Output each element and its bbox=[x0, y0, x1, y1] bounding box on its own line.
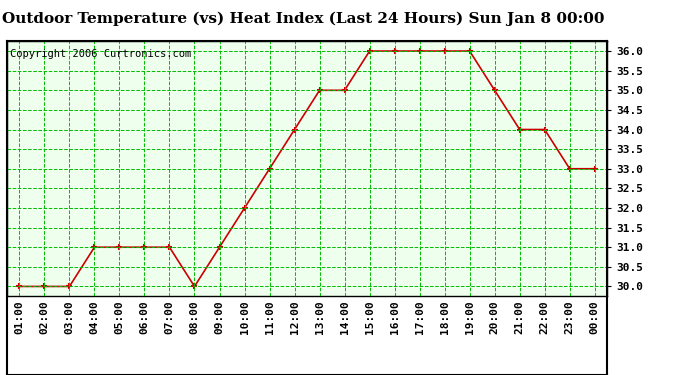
Text: 05:00: 05:00 bbox=[115, 300, 124, 334]
Text: 12:00: 12:00 bbox=[290, 300, 299, 334]
Text: 21:00: 21:00 bbox=[515, 300, 524, 334]
Text: 02:00: 02:00 bbox=[39, 300, 50, 334]
Text: 10:00: 10:00 bbox=[239, 300, 250, 334]
Text: 20:00: 20:00 bbox=[490, 300, 500, 334]
Text: 15:00: 15:00 bbox=[364, 300, 375, 334]
Text: 18:00: 18:00 bbox=[440, 300, 450, 334]
Text: Outdoor Temperature (vs) Heat Index (Last 24 Hours) Sun Jan 8 00:00: Outdoor Temperature (vs) Heat Index (Las… bbox=[2, 11, 605, 26]
Text: Copyright 2006 Curtronics.com: Copyright 2006 Curtronics.com bbox=[10, 49, 191, 59]
Text: 13:00: 13:00 bbox=[315, 300, 324, 334]
Text: 16:00: 16:00 bbox=[390, 300, 400, 334]
Text: 06:00: 06:00 bbox=[139, 300, 150, 334]
Text: 14:00: 14:00 bbox=[339, 300, 350, 334]
Text: 00:00: 00:00 bbox=[590, 300, 600, 334]
Text: 09:00: 09:00 bbox=[215, 300, 224, 334]
Text: 22:00: 22:00 bbox=[540, 300, 550, 334]
Text: 17:00: 17:00 bbox=[415, 300, 424, 334]
Text: 07:00: 07:00 bbox=[164, 300, 175, 334]
Text: 01:00: 01:00 bbox=[14, 300, 24, 334]
Text: 11:00: 11:00 bbox=[264, 300, 275, 334]
Text: 03:00: 03:00 bbox=[64, 300, 75, 334]
Text: 04:00: 04:00 bbox=[90, 300, 99, 334]
Text: 19:00: 19:00 bbox=[464, 300, 475, 334]
Text: 08:00: 08:00 bbox=[190, 300, 199, 334]
Text: 23:00: 23:00 bbox=[564, 300, 575, 334]
